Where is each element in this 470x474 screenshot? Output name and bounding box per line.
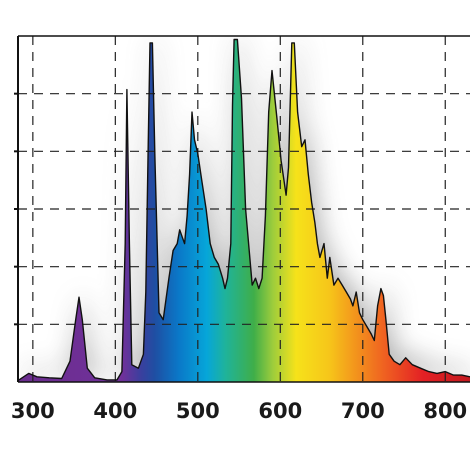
x-tick-label-500: 500 <box>176 399 220 423</box>
grid-lines <box>18 36 470 382</box>
x-tick-label-300: 300 <box>11 399 55 423</box>
x-tick-label-400: 400 <box>93 399 137 423</box>
x-tick-label-700: 700 <box>341 399 385 423</box>
plot-frame <box>14 35 470 383</box>
x-tick-label-600: 600 <box>258 399 302 423</box>
spectrum-line <box>18 38 470 382</box>
spectrum-line-layer <box>18 38 470 382</box>
spectrum-fill-layer <box>18 39 470 382</box>
x-tick-label-800: 800 <box>423 399 467 423</box>
x-tick-labels: 300 400 500 600 700 800 <box>11 399 467 423</box>
spectrum-area <box>18 39 470 382</box>
